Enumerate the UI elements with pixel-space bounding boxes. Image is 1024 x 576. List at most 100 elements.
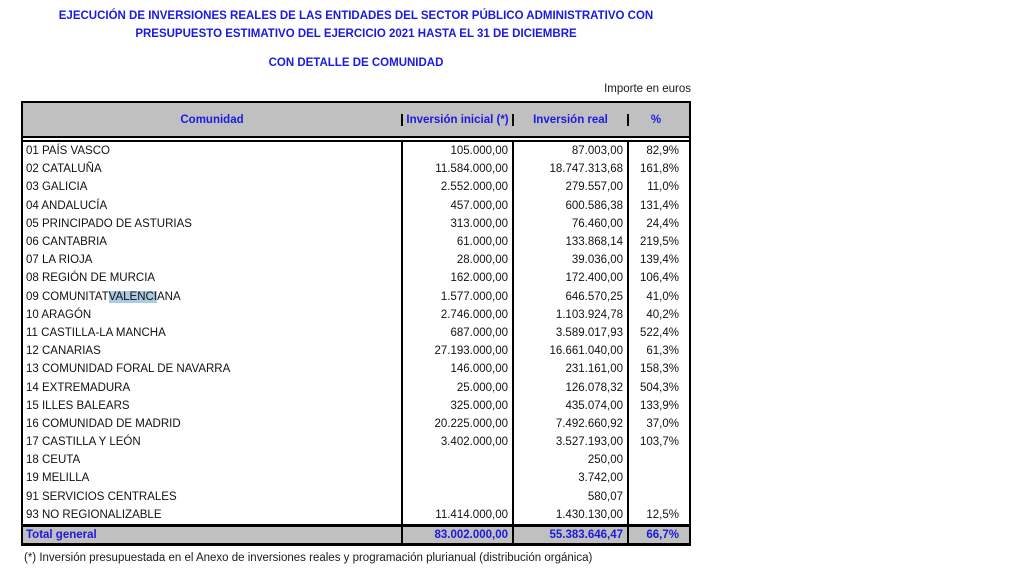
row-comunidad: 93 NO REGIONALIZABLE: [23, 505, 403, 524]
row-comunidad: 07 LA RIOJA: [23, 251, 403, 270]
row-inversion-real: 3.589.017,93: [514, 323, 629, 343]
document-title: EJECUCIÓN DE INVERSIONES REALES DE LAS E…: [21, 8, 691, 43]
row-inversion-inicial: 28.000,00: [403, 251, 514, 270]
table-row: 08 REGIÓN DE MURCIA 162.000,00 172.400,0…: [23, 269, 689, 288]
row-pct: 61,3%: [646, 345, 679, 358]
row-pct: 158,3%: [639, 363, 679, 376]
total-pct: 66,7%: [646, 528, 679, 541]
row-inversion-inicial: 3.402.000,00: [403, 433, 514, 452]
row-comunidad: 12 CANARIAS: [23, 342, 403, 361]
row-inversion-inicial: [403, 469, 514, 488]
row-inversion-inicial: 457.000,00: [403, 196, 514, 215]
row-comunidad: 04 ANDALUCÍA: [23, 196, 403, 215]
row-inversion-real: 126.078,32: [514, 378, 629, 397]
table-row: 06 CANTABRIA 61.000,00 133.868,14 219,5%: [23, 232, 689, 252]
row-pct: [629, 469, 683, 487]
row-inversion-real: 646.570,25: [514, 287, 629, 306]
row-inversion-inicial: 105.000,00: [403, 142, 514, 161]
row-comunidad: 10 ARAGÓN: [23, 305, 403, 324]
row-inversion-real: 18.747.313,68: [514, 160, 629, 179]
row-comunidad: 08 REGIÓN DE MURCIA: [23, 269, 403, 288]
table-row: 03 GALICIA 2.552.000,00 279.557,00 11,0%: [23, 178, 689, 197]
row-comunidad: 19 MELILLA: [23, 469, 403, 488]
table-row: 17 CASTILLA Y LEÓN 3.402.000,00 3.527.19…: [23, 433, 689, 452]
row-comunidad: 09 COMUNITAT VALENCI ANA: [23, 287, 403, 306]
row-pct: 40,2%: [646, 308, 679, 321]
row-comunidad: 01 PAÍS VASCO: [23, 142, 403, 161]
investment-table: Comunidad Inversión inicial (*) Inversió…: [21, 101, 691, 546]
col-header-inversion-real: Inversión real: [514, 113, 629, 126]
row-inversion-inicial: [403, 487, 514, 506]
table-row: 09 COMUNITAT VALENCI ANA 1.577.000,00 646…: [23, 287, 689, 306]
row-inversion-real: 231.161,00: [514, 360, 629, 379]
row-pct: [629, 451, 683, 469]
row-inversion-real: 39.036,00: [514, 251, 629, 270]
row-inversion-inicial: 146.000,00: [403, 360, 514, 379]
row-inversion-inicial: 325.000,00: [403, 396, 514, 415]
row-inversion-real: 3.527.193,00: [514, 433, 629, 452]
row-pct: 82,9%: [646, 145, 679, 158]
row-inversion-real: 76.460,00: [514, 214, 629, 233]
table-body: 01 PAÍS VASCO 105.000,00 87.003,00 82,9%…: [23, 142, 689, 524]
row-inversion-real: 435.074,00: [514, 396, 629, 415]
row-pct: 219,5%: [639, 236, 679, 249]
col-header-pct: %: [650, 113, 662, 126]
table-header-row: Comunidad Inversión inicial (*) Inversió…: [23, 103, 689, 138]
row-inversion-inicial: 1.577.000,00: [403, 287, 514, 306]
document-title-line2: PRESUPUESTO ESTIMATIVO DEL EJERCICIO 202…: [135, 27, 577, 40]
table-row: 16 COMUNIDAD DE MADRID 20.225.000,00 7.4…: [23, 414, 689, 433]
row-pct: [629, 488, 683, 506]
search-highlight: VALENCI: [108, 290, 157, 303]
table-row: 01 PAÍS VASCO 105.000,00 87.003,00 82,9%: [23, 142, 689, 161]
header-body-gap: [23, 138, 689, 142]
row-inversion-inicial: 313.000,00: [403, 214, 514, 233]
row-inversion-real: 279.557,00: [514, 178, 629, 197]
row-inversion-real: 133.868,14: [514, 232, 629, 252]
table-row: 02 CATALUÑA 11.584.000,00 18.747.313,68 …: [23, 160, 689, 179]
row-inversion-inicial: 20.225.000,00: [403, 414, 514, 433]
row-comunidad: 15 ILLES BALEARS: [23, 396, 403, 415]
row-pct: 139,4%: [639, 254, 679, 267]
total-inversion-real: 55.383.646,47: [514, 526, 629, 543]
row-comunidad: 13 COMUNIDAD FORAL DE NAVARRA: [23, 360, 403, 379]
row-pct: 103,7%: [639, 436, 679, 449]
row-inversion-inicial: 2.746.000,00: [403, 305, 514, 324]
table-row: 07 LA RIOJA 28.000,00 39.036,00 139,4%: [23, 251, 689, 270]
row-inversion-inicial: 687.000,00: [403, 323, 514, 343]
footnote: (*) Inversión presupuestada en el Anexo …: [24, 552, 593, 564]
document-subtitle: CON DETALLE DE COMUNIDAD: [268, 57, 444, 69]
table-row: 04 ANDALUCÍA 457.000,00 600.586,38 131,4…: [23, 196, 689, 215]
table-row: 14 EXTREMADURA 25.000,00 126.078,32 504,…: [23, 378, 689, 397]
row-comunidad: 16 COMUNIDAD DE MADRID: [23, 414, 403, 433]
total-label: Total general: [23, 526, 403, 543]
row-pct: 11,0%: [647, 181, 679, 194]
row-inversion-real: 87.003,00: [514, 142, 629, 161]
row-inversion-real: 7.492.660,92: [514, 414, 629, 433]
row-pct: 161,8%: [639, 163, 679, 176]
table-row: 93 NO REGIONALIZABLE 11.414.000,00 1.430…: [23, 505, 689, 524]
table-row: 13 COMUNIDAD FORAL DE NAVARRA 146.000,00…: [23, 360, 689, 379]
row-pct: 106,4%: [639, 272, 679, 285]
row-pct: 131,4%: [639, 199, 679, 212]
row-inversion-inicial: 162.000,00: [403, 269, 514, 288]
row-pct: 41,0%: [646, 290, 679, 303]
row-comunidad: 02 CATALUÑA: [23, 160, 403, 179]
col-header-inversion-inicial: Inversión inicial (*): [403, 113, 514, 126]
row-inversion-real: 600.586,38: [514, 196, 629, 215]
row-comunidad: 05 PRINCIPADO DE ASTURIAS: [23, 214, 403, 233]
table-row: 05 PRINCIPADO DE ASTURIAS 313.000,00 76.…: [23, 214, 689, 233]
row-pct: 522,4%: [639, 326, 679, 339]
row-pct: 24,4%: [646, 217, 679, 230]
row-inversion-inicial: 2.552.000,00: [403, 178, 514, 197]
row-inversion-inicial: 25.000,00: [403, 378, 514, 397]
row-pct: 12,5%: [646, 508, 679, 521]
row-inversion-inicial: [403, 451, 514, 470]
row-inversion-inicial: 27.193.000,00: [403, 342, 514, 361]
row-comunidad: 06 CANTABRIA: [23, 232, 403, 252]
row-inversion-real: 16.661.040,00: [514, 342, 629, 361]
row-comunidad: 91 SERVICIOS CENTRALES: [23, 487, 403, 506]
row-inversion-inicial: 11.414.000,00: [403, 505, 514, 524]
row-comunidad: 18 CEUTA: [23, 451, 403, 470]
row-comunidad: 14 EXTREMADURA: [23, 378, 403, 397]
